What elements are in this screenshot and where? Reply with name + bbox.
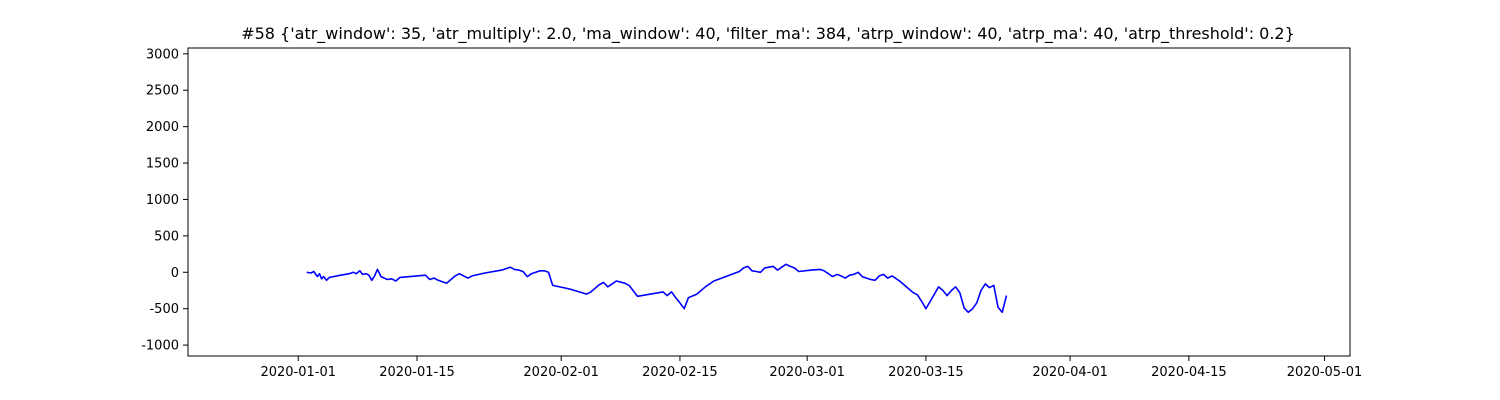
y-tick-label: 3000 bbox=[146, 47, 179, 62]
series-line bbox=[306, 263, 1008, 314]
y-tick-label: 1000 bbox=[146, 193, 179, 208]
y-axis-ticks: -1000 -500 0 500 1000 1500 2000 2500 3000 bbox=[141, 47, 188, 354]
x-tick-label: 2020-03-15 bbox=[888, 365, 964, 380]
y-tick-label: 0 bbox=[171, 266, 179, 281]
y-tick-label: 2500 bbox=[146, 84, 179, 99]
x-tick-label: 2020-03-01 bbox=[769, 365, 845, 380]
y-tick-label: 1500 bbox=[146, 157, 179, 172]
x-tick-label: 2020-02-15 bbox=[642, 365, 718, 380]
y-tick-label: 2000 bbox=[146, 120, 179, 135]
y-tick-label: 500 bbox=[154, 229, 179, 244]
x-tick-label: 2020-04-01 bbox=[1032, 365, 1108, 380]
plot-frame bbox=[187, 47, 1351, 357]
x-tick-label: 2020-02-01 bbox=[523, 365, 599, 380]
y-tick-label: -1000 bbox=[141, 339, 179, 354]
y-tick-label: -500 bbox=[149, 302, 179, 317]
x-axis-ticks: 2020-01-01 2020-01-15 2020-02-01 2020-02-15… bbox=[260, 356, 1362, 380]
x-tick-label: 2020-04-15 bbox=[1151, 365, 1227, 380]
x-tick-label: 2020-05-01 bbox=[1287, 365, 1363, 380]
chart-title: #58 {'atr_window': 35, 'atr_multiply': 2… bbox=[241, 24, 1295, 44]
series-layer bbox=[306, 263, 1008, 314]
x-tick-label: 2020-01-15 bbox=[379, 365, 455, 380]
x-tick-label: 2020-01-01 bbox=[260, 365, 336, 380]
